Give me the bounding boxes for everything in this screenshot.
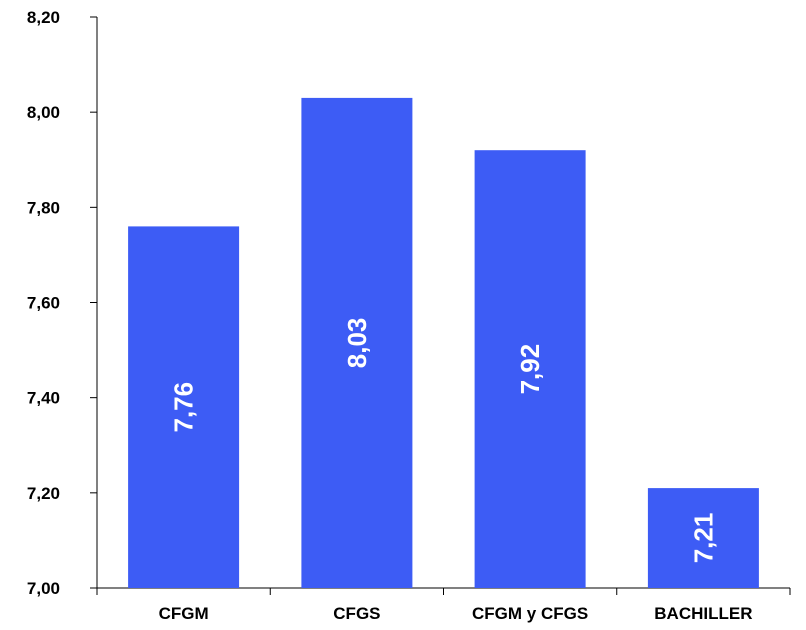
data-label: 7,76	[169, 382, 199, 433]
data-label: 7,21	[688, 513, 718, 564]
y-tick-label: 8,20	[27, 8, 60, 27]
y-tick-label: 7,20	[27, 484, 60, 503]
bar-cfgm-y-cfgs	[474, 150, 586, 588]
y-tick-label: 7,40	[27, 389, 60, 408]
data-labels: 7,76 8,03 7,92 7,21	[169, 318, 719, 564]
x-category-label: CFGM	[159, 604, 209, 623]
y-axis: 7,00 7,20 7,40 7,60 7,80 8,00 8,20	[27, 8, 98, 598]
data-label: 7,92	[515, 344, 545, 395]
x-category-label: BACHILLER	[654, 604, 752, 623]
x-axis: CFGM CFGS CFGM y CFGS BACHILLER	[96, 587, 791, 623]
x-category-label: CFGS	[333, 604, 380, 623]
bar-bachiller	[647, 488, 759, 588]
bar-cfgs	[301, 97, 413, 589]
y-tick-label: 8,00	[27, 103, 60, 122]
bars	[128, 97, 759, 589]
y-tick-label: 7,80	[27, 198, 60, 217]
y-tick-label: 7,60	[27, 294, 60, 313]
bar-cfgm	[128, 226, 240, 588]
data-label: 8,03	[342, 318, 372, 369]
x-category-label: CFGM y CFGS	[472, 604, 588, 623]
y-tick-label: 7,00	[27, 579, 60, 598]
